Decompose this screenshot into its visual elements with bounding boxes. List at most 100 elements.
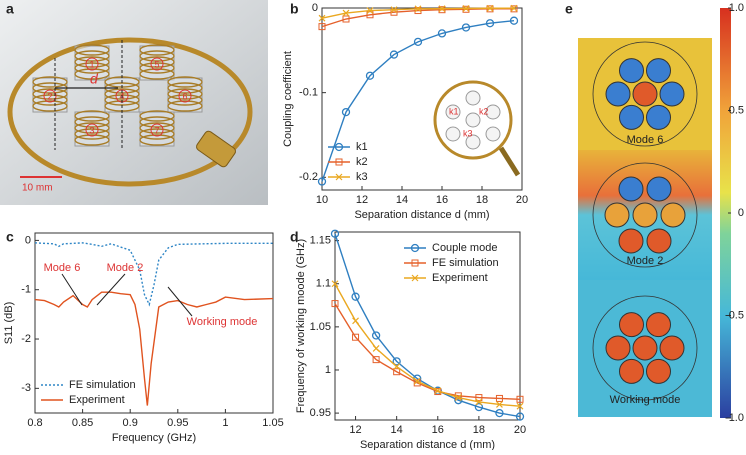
coil-turn (167, 76, 203, 88)
marker (341, 107, 351, 117)
inset-lead (498, 146, 521, 177)
coil-turn (74, 62, 110, 74)
rod (619, 312, 644, 338)
y-tick-label: -1 (21, 284, 31, 296)
x-tick-label: 14 (391, 424, 403, 436)
marker (342, 9, 350, 17)
x-tick-label: 1.05 (262, 417, 283, 429)
coil-turn (139, 62, 175, 74)
marker (516, 402, 524, 410)
y-tick-label: 1.05 (310, 321, 331, 333)
marker (462, 5, 470, 13)
marker (352, 333, 360, 341)
marker (351, 292, 360, 301)
coil-turn (32, 100, 68, 112)
rod (618, 228, 644, 254)
mode-label: Mode 6 (627, 134, 664, 146)
colorbar-tick-label: 1.0 (729, 2, 744, 14)
coil-turn (139, 128, 175, 140)
scale-bar-label: 10 mm (22, 183, 53, 194)
panel-label: a (6, 1, 14, 17)
marker (462, 4, 470, 12)
series-line (34, 291, 274, 406)
x-tick-label: 20 (514, 424, 526, 436)
field-maps (578, 38, 712, 417)
x-tick-label: 18 (473, 424, 485, 436)
legend-label: FE simulation (69, 379, 136, 391)
x-axis-label: Frequency (GHz) (112, 432, 196, 444)
coil-turn (32, 94, 68, 106)
marker (485, 19, 495, 28)
map-outline (592, 295, 698, 401)
y-tick-label: 1.15 (310, 235, 331, 247)
y-tick-label: 0.95 (310, 407, 331, 419)
coil-turn (139, 68, 175, 80)
marker (318, 14, 326, 22)
x-axis-label: Separation distance d (mm) (354, 209, 489, 221)
rod (618, 176, 644, 202)
marker (392, 357, 401, 366)
marker (372, 356, 380, 364)
legend-marker (411, 274, 419, 282)
rod (659, 335, 685, 361)
rod (604, 202, 630, 228)
marker (330, 229, 340, 238)
marker (413, 377, 421, 385)
coil-turn (74, 134, 110, 146)
marker (510, 4, 518, 12)
rod (619, 58, 644, 84)
coil-label: 1 (89, 59, 94, 69)
inset-coil (445, 126, 461, 142)
marker (509, 16, 519, 25)
marker (389, 50, 399, 59)
mode-label: Working mode (610, 394, 681, 406)
x-axis-label: Separation distance d (mm) (360, 439, 495, 450)
marker (352, 317, 359, 325)
y-axis-label: Frequency of working moode (GHz) (295, 239, 307, 413)
marker (414, 7, 422, 15)
coil-turn (139, 56, 175, 68)
rod (646, 58, 671, 84)
rod (646, 312, 671, 338)
marker (474, 402, 484, 412)
colorbar-tick-label: 0.5 (729, 104, 744, 116)
series-line (334, 283, 521, 407)
x-tick-label: 12 (356, 194, 368, 206)
coil-turn (104, 88, 140, 100)
coil-turn (74, 68, 110, 80)
legend-label: Couple mode (432, 242, 497, 254)
x-tick-label: 12 (349, 424, 361, 436)
x-tick-label: 16 (436, 194, 448, 206)
y-axis-label: Coupling coefficient (282, 51, 294, 147)
inset-coil (485, 126, 501, 142)
marker (475, 394, 483, 402)
inset-label: k1 (449, 106, 459, 116)
coil-turn (139, 134, 175, 146)
series-line (334, 303, 521, 401)
rod (660, 202, 686, 228)
coil-turn (167, 88, 203, 100)
marker (331, 300, 339, 308)
inset-coil (465, 90, 481, 106)
y-tick-label: -2 (21, 333, 31, 345)
panel-label: c (6, 229, 14, 245)
rod (646, 104, 671, 130)
marker (318, 23, 326, 31)
marker (496, 401, 503, 408)
marker (515, 412, 525, 421)
y-axis-label: S11 (dB) (3, 302, 15, 345)
coil-turn (74, 128, 110, 140)
y-tick-label: 1.1 (316, 278, 331, 290)
coil-turn (74, 122, 110, 134)
marker (495, 394, 503, 402)
mode-label: Mode 2 (627, 255, 664, 267)
rod (632, 81, 658, 107)
panel-label: b (290, 1, 299, 17)
colorbar-tick-label: -1.0 (725, 412, 744, 424)
plot-frame (34, 232, 274, 414)
y-tick-label: 0 (312, 2, 318, 14)
map-outline (592, 162, 698, 268)
inset-coil (465, 112, 481, 128)
coil-marker (178, 89, 192, 103)
marker (390, 6, 398, 14)
